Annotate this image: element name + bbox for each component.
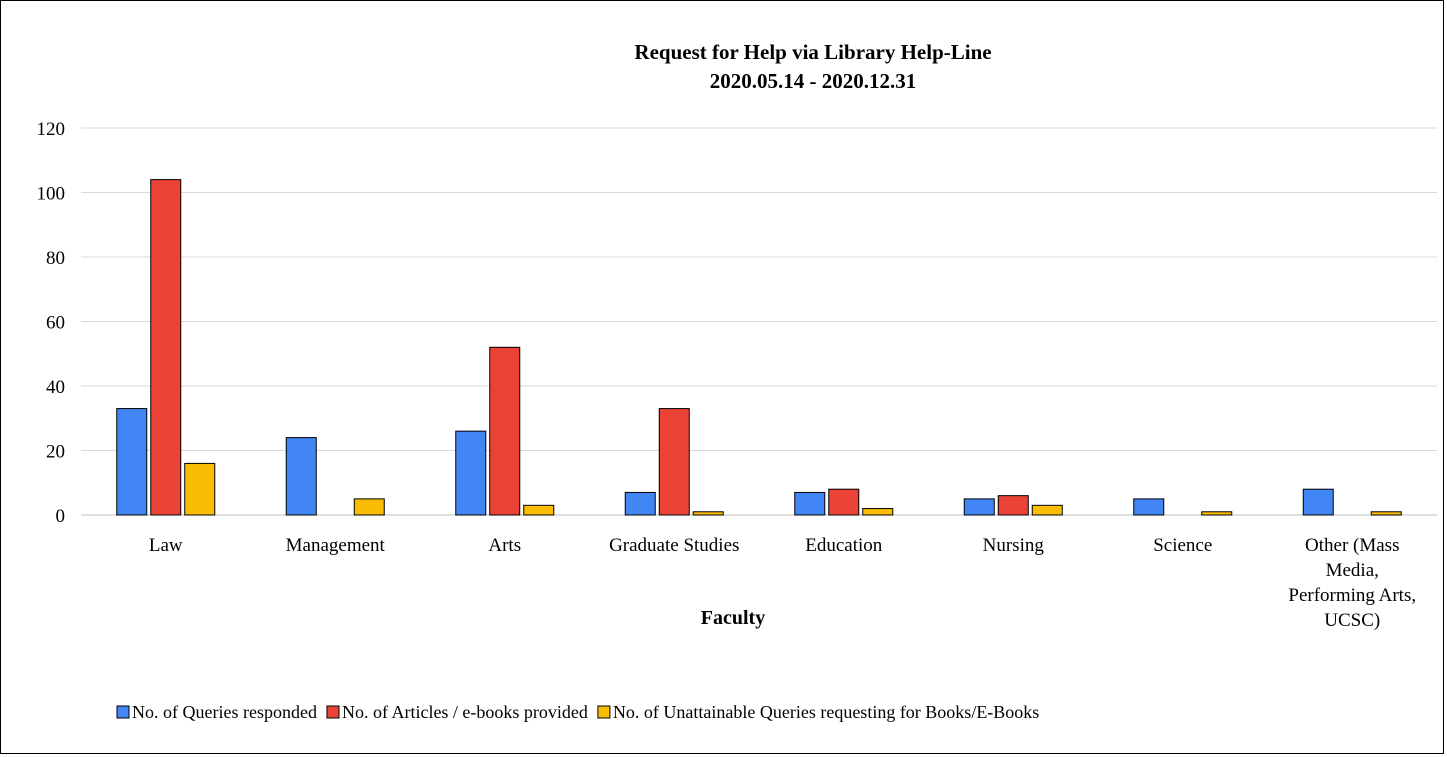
bar-3 [862,508,894,516]
x-tick-label: Management [286,535,386,556]
bar-1 [963,498,995,516]
x-tick-label: Other (Mass [1305,535,1399,556]
bar-2 [489,346,521,516]
y-axis-ticks: 0 20 40 60 80 100 120 [37,119,66,527]
y-tick-label: 120 [37,119,66,140]
bar-1 [116,408,148,516]
legend-item: No. of Unattainable Queries requesting f… [597,702,1039,722]
y-tick-label: 40 [46,377,65,398]
y-tick-label: 60 [46,313,65,334]
gridlines [81,127,1437,516]
bar-1 [794,491,826,516]
bar-3 [184,462,216,516]
y-tick-label: 20 [46,442,65,463]
legend-label: No. of Articles / e-books provided [342,702,588,722]
x-axis-title: Faculty [701,607,765,629]
bar-3 [692,511,724,516]
x-tick-label: Media, [1326,560,1379,581]
legend-swatch [116,705,130,719]
y-tick-label: 0 [56,506,66,527]
bar-2 [997,495,1029,516]
y-tick-label: 100 [37,184,66,205]
y-tick-label: 80 [46,248,65,269]
x-axis-ticks: Law Management Arts Graduate Studies Educati… [149,535,1416,631]
bar-2 [828,488,860,516]
x-tick-label: Science [1153,535,1212,556]
chart-subtitle: 2020.05.14 - 2020.12.31 [710,69,917,93]
x-tick-label: Performing Arts, [1288,585,1416,606]
bar-1 [455,430,487,516]
x-tick-label: Graduate Studies [609,535,739,556]
legend-item: No. of Queries responded [116,702,317,722]
legend-label: No. of Queries responded [132,702,317,722]
bar-1 [1302,488,1334,516]
x-tick-label: Arts [488,535,521,556]
legend-swatch [597,705,611,719]
x-tick-label: Education [805,535,883,556]
bar-2 [150,179,182,516]
bar-3 [353,498,385,516]
legend-label: No. of Unattainable Queries requesting f… [613,702,1039,722]
bar-1 [1133,498,1165,516]
x-tick-label: UCSC) [1324,610,1380,631]
x-tick-label: Law [149,535,183,556]
bar-3 [1201,511,1233,516]
legend-swatch [326,705,340,719]
bar-1 [624,491,656,516]
bar-3 [523,504,555,516]
bar-1 [285,437,317,516]
bar-3 [1370,511,1402,516]
bar-3 [1031,504,1063,516]
legend-item: No. of Articles / e-books provided [326,702,588,722]
legend: No. of Queries responded No. of Articles … [116,702,1039,722]
bars [116,179,1402,516]
x-tick-label: Nursing [983,535,1045,556]
chart-title: Request for Help via Library Help-Line [634,40,991,64]
bar-2 [658,408,690,516]
